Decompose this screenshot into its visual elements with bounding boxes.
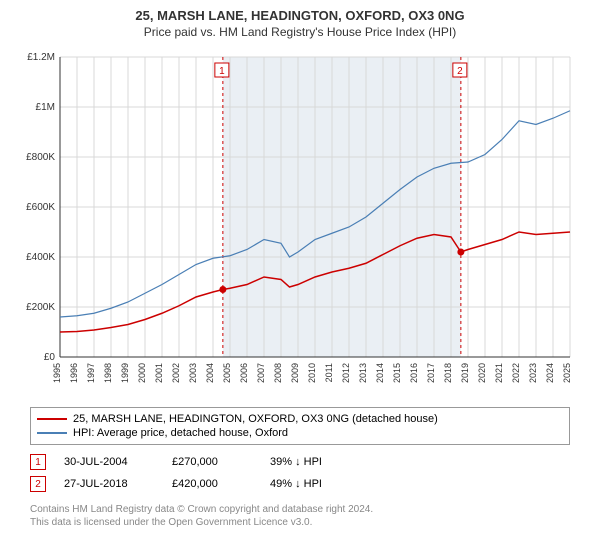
svg-text:2003: 2003	[188, 363, 198, 383]
license-line: Contains HM Land Registry data © Crown c…	[30, 503, 570, 516]
svg-text:2007: 2007	[256, 363, 266, 383]
sale-row: 1 30-JUL-2004 £270,000 39% ↓ HPI	[30, 451, 570, 473]
chart-container: 25, MARSH LANE, HEADINGTON, OXFORD, OX3 …	[0, 0, 600, 537]
svg-text:£600K: £600K	[26, 202, 55, 213]
svg-text:2014: 2014	[375, 363, 385, 383]
svg-text:£400K: £400K	[26, 252, 55, 263]
svg-text:2012: 2012	[341, 363, 351, 383]
sale-diff: 39% ↓ HPI	[270, 456, 360, 468]
svg-text:2015: 2015	[392, 363, 402, 383]
svg-text:2002: 2002	[171, 363, 181, 383]
svg-text:1: 1	[219, 66, 225, 77]
legend-swatch-icon	[37, 418, 67, 420]
svg-text:2020: 2020	[477, 363, 487, 383]
legend: 25, MARSH LANE, HEADINGTON, OXFORD, OX3 …	[30, 407, 570, 445]
svg-text:2018: 2018	[443, 363, 453, 383]
svg-text:2010: 2010	[307, 363, 317, 383]
svg-text:2008: 2008	[273, 363, 283, 383]
license-text: Contains HM Land Registry data © Crown c…	[0, 499, 600, 537]
svg-text:2024: 2024	[545, 363, 555, 383]
chart-plot: £0 £200K £400K £600K £800K £1M £1.2M 1995 1996 19…	[20, 47, 580, 397]
svg-text:2021: 2021	[494, 363, 504, 383]
svg-text:2009: 2009	[290, 363, 300, 383]
svg-text:2023: 2023	[528, 363, 538, 383]
svg-text:£1.2M: £1.2M	[27, 52, 55, 63]
svg-text:2022: 2022	[511, 363, 521, 383]
svg-text:2013: 2013	[358, 363, 368, 383]
sale-row: 2 27-JUL-2018 £420,000 49% ↓ HPI	[30, 473, 570, 495]
sales-table: 1 30-JUL-2004 £270,000 39% ↓ HPI 2 27-JU…	[30, 451, 570, 495]
sale-date: 30-JUL-2004	[64, 456, 154, 468]
legend-item: 25, MARSH LANE, HEADINGTON, OXFORD, OX3 …	[37, 412, 563, 426]
svg-text:1995: 1995	[52, 363, 62, 383]
svg-text:£0: £0	[44, 352, 56, 363]
svg-text:2006: 2006	[239, 363, 249, 383]
svg-text:2017: 2017	[426, 363, 436, 383]
legend-label: HPI: Average price, detached house, Oxfo…	[73, 427, 288, 439]
sale-date: 27-JUL-2018	[64, 478, 154, 490]
svg-text:2011: 2011	[324, 363, 334, 382]
title-sub: Price paid vs. HM Land Registry's House …	[0, 25, 600, 39]
svg-text:£200K: £200K	[26, 302, 55, 313]
titles: 25, MARSH LANE, HEADINGTON, OXFORD, OX3 …	[0, 0, 600, 47]
svg-text:£800K: £800K	[26, 152, 55, 163]
legend-label: 25, MARSH LANE, HEADINGTON, OXFORD, OX3 …	[73, 413, 438, 425]
svg-text:2016: 2016	[409, 363, 419, 383]
svg-text:2: 2	[457, 66, 463, 77]
svg-text:1998: 1998	[103, 363, 113, 383]
license-line: This data is licensed under the Open Gov…	[30, 516, 570, 529]
svg-text:2004: 2004	[205, 363, 215, 383]
legend-swatch-icon	[37, 432, 67, 434]
sale-price: £420,000	[172, 478, 252, 490]
svg-text:1996: 1996	[69, 363, 79, 383]
svg-text:2019: 2019	[460, 363, 470, 383]
chart-svg: £0 £200K £400K £600K £800K £1M £1.2M 1995 1996 19…	[20, 47, 580, 397]
sale-marker-icon: 2	[30, 476, 46, 492]
svg-text:2025: 2025	[562, 363, 572, 383]
sale-price: £270,000	[172, 456, 252, 468]
legend-item: HPI: Average price, detached house, Oxfo…	[37, 426, 563, 440]
svg-text:2001: 2001	[154, 363, 164, 383]
svg-text:2005: 2005	[222, 363, 232, 383]
title-main: 25, MARSH LANE, HEADINGTON, OXFORD, OX3 …	[0, 8, 600, 23]
svg-text:2000: 2000	[137, 363, 147, 383]
sale-marker-icon: 1	[30, 454, 46, 470]
svg-text:£1M: £1M	[36, 102, 55, 113]
sale-diff: 49% ↓ HPI	[270, 478, 360, 490]
svg-text:1999: 1999	[120, 363, 130, 383]
svg-text:1997: 1997	[86, 363, 96, 383]
